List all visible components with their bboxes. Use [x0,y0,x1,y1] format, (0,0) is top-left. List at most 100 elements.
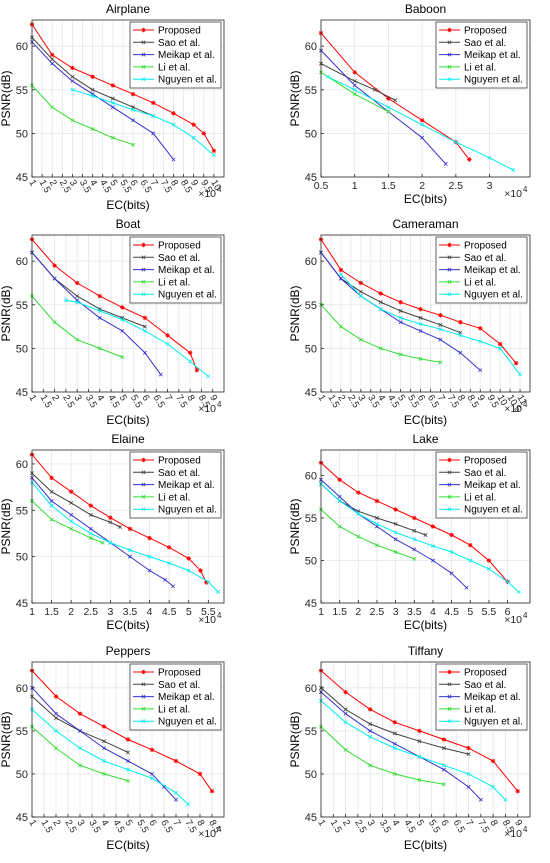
series-line [72,89,215,156]
data-point [206,579,211,584]
data-point [453,140,458,145]
legend-marker [447,694,452,699]
x-tick-label: 1 [26,393,38,403]
legend-label: Meikap et al. [158,480,215,491]
data-point [438,313,443,318]
data-point [70,87,75,92]
data-point [343,707,348,712]
legend-item: Sao et al. [133,468,200,479]
data-point [127,554,132,559]
data-point [110,135,115,140]
data-point [165,342,170,347]
data-point [466,752,471,757]
x-tick-label: 4 [98,818,110,828]
x-tick-label: 3.5 [123,606,138,618]
series-meikap-et-al [30,39,176,162]
y-tick-label: 50 [16,343,28,355]
legend-label: Sao et al. [158,468,200,479]
data-point [147,535,152,541]
legend-label: Meikap et al. [158,692,215,703]
data-point [120,328,125,333]
x-tick-label: 3 [107,606,113,618]
data-point [356,490,361,495]
data-point [368,722,373,726]
legend-marker [141,507,146,512]
data-point [417,739,422,744]
y-tick-label: 50 [305,556,317,568]
legend-item: Meikap et al. [439,692,521,703]
legend-marker [141,255,146,260]
data-point [174,797,178,802]
x-axis-label: EC(bits) [106,413,149,427]
y-tick-label: 45 [305,172,317,184]
data-point [368,763,373,768]
data-point [198,568,203,573]
y-tick-label: 45 [16,172,28,184]
data-point [97,308,102,313]
data-point [438,322,443,327]
legend-label: Li et al. [464,62,496,73]
data-point [338,324,343,329]
data-point [392,771,397,776]
series-nguyen-et-al [30,707,190,807]
legend-item: Nguyen et al. [133,717,217,728]
x-tick-label: 6 [127,178,139,188]
series-li-et-al [30,724,130,783]
legend-marker [141,64,146,69]
data-point [52,320,57,325]
data-point [374,498,380,504]
data-point [50,57,55,62]
data-point [398,299,403,305]
data-point [171,122,176,127]
data-point [464,585,469,590]
data-point [110,105,115,110]
x-tick-label: 3 [355,393,367,403]
legend-label: Sao et al. [464,680,506,691]
x-tick-label: 7 [162,393,174,403]
data-point [97,315,102,320]
y-tick-label: 50 [305,769,317,781]
x-tick-label: 6.5 [158,818,174,835]
data-point [120,317,125,322]
data-point [393,530,398,535]
x-tick-label: 4.5 [110,818,126,835]
data-point [491,784,496,789]
y-tick-label: 55 [305,513,317,525]
chart-title: Lake [412,432,438,446]
data-point [90,87,95,92]
legend-item: Proposed [133,26,201,37]
data-point [412,556,417,561]
data-point [466,745,471,751]
legend-marker [447,40,452,45]
data-point [343,720,348,725]
x-tick-label: 5.5 [134,818,150,835]
data-point [392,731,397,736]
data-point [441,782,446,787]
x-tick-label: 9 [188,178,200,188]
x-tick-label: 7.5 [182,818,198,835]
legend-label: Proposed [464,668,507,679]
legend-label: Meikap et al. [158,50,215,61]
data-point [88,531,93,536]
legend-label: Proposed [464,26,507,37]
legend-label: Nguyen et al. [158,717,217,728]
data-point [352,92,357,97]
data-point [368,734,373,739]
data-point [131,107,136,112]
data-point [468,558,473,563]
series-line [320,691,482,801]
data-point [417,777,422,782]
legend-label: Sao et al. [158,38,200,49]
data-point [126,767,130,772]
data-point [120,305,125,310]
data-point [151,131,156,136]
y-tick-label: 45 [16,812,28,824]
x-tick-label: 2.5 [370,606,385,618]
legend-marker [447,279,452,284]
y-axis-label: PSNR(dB) [288,285,302,341]
data-point [69,500,74,505]
y-axis-label: PSNR(dB) [0,498,13,554]
legend-item: Nguyen et al. [133,290,217,301]
data-point [63,298,68,303]
